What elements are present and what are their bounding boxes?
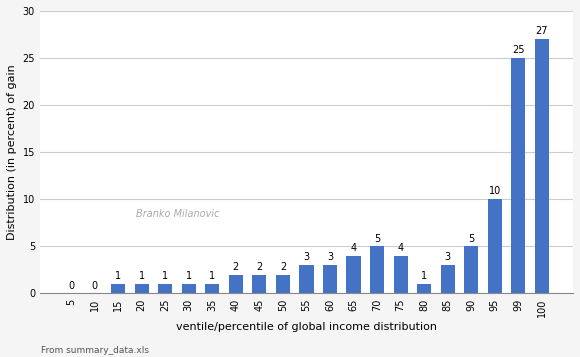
Text: 2: 2	[280, 262, 286, 272]
Text: 0: 0	[92, 281, 98, 291]
Bar	[299, 265, 314, 293]
Bar	[393, 256, 408, 293]
Text: 4: 4	[350, 243, 357, 253]
Bar	[441, 265, 455, 293]
Text: 1: 1	[421, 271, 427, 281]
Text: 5: 5	[374, 233, 380, 243]
Bar	[276, 275, 290, 293]
Bar	[346, 256, 361, 293]
Bar	[511, 58, 525, 293]
Text: 5: 5	[468, 233, 474, 243]
Text: 1: 1	[115, 271, 121, 281]
Text: 0: 0	[68, 281, 74, 291]
Bar	[158, 284, 172, 293]
Text: From summary_data.xls: From summary_data.xls	[41, 346, 148, 356]
Bar	[229, 275, 243, 293]
Bar	[323, 265, 337, 293]
Text: 1: 1	[209, 271, 215, 281]
Bar	[111, 284, 125, 293]
Bar	[370, 246, 384, 293]
Text: Branko Milanovic: Branko Milanovic	[136, 209, 219, 219]
Bar	[135, 284, 149, 293]
Text: 2: 2	[256, 262, 263, 272]
Text: 25: 25	[512, 45, 524, 55]
Bar	[182, 284, 196, 293]
Text: 3: 3	[303, 252, 310, 262]
Bar	[417, 284, 431, 293]
Text: 10: 10	[488, 186, 501, 196]
Text: 2: 2	[233, 262, 239, 272]
Bar	[488, 199, 502, 293]
Text: 27: 27	[535, 26, 548, 36]
Bar	[205, 284, 219, 293]
Text: 1: 1	[186, 271, 192, 281]
Text: 4: 4	[397, 243, 404, 253]
Bar	[464, 246, 478, 293]
Text: 3: 3	[445, 252, 451, 262]
Text: 1: 1	[139, 271, 145, 281]
Text: 1: 1	[162, 271, 168, 281]
X-axis label: ventile/percentile of global income distribution: ventile/percentile of global income dist…	[176, 322, 437, 332]
Bar	[535, 39, 549, 293]
Bar	[252, 275, 266, 293]
Y-axis label: Distribution (in percent) of gain: Distribution (in percent) of gain	[7, 64, 17, 240]
Text: 3: 3	[327, 252, 333, 262]
